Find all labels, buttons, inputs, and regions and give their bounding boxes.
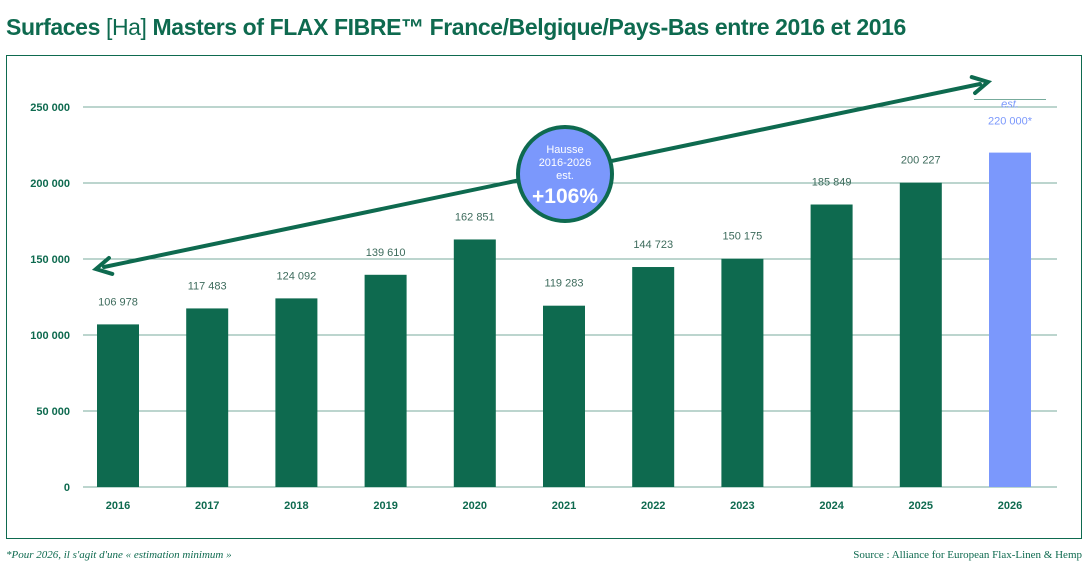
x-tick-label: 2023: [730, 500, 754, 512]
y-tick-label: 150 000: [30, 254, 70, 266]
x-tick-label: 2024: [819, 500, 844, 512]
value-label: 106 978: [98, 296, 138, 308]
title-part-2: Masters of FLAX FIBRE™ France/Belgique/P…: [146, 14, 907, 40]
title-unit: [Ha]: [105, 14, 147, 40]
bar: [989, 152, 1031, 487]
bar: [97, 324, 139, 487]
value-label: 124 092: [277, 270, 317, 282]
footnote: *Pour 2026, il s'agit d'une « estimation…: [6, 549, 232, 561]
bar: [364, 274, 407, 487]
x-tick-label: 2016: [106, 500, 130, 512]
bar: [899, 182, 942, 487]
value-label: 220 000*: [988, 116, 1033, 128]
value-label: 117 483: [188, 280, 227, 292]
x-axis-ticks: 2016 2017 2018 2019 2020 2021 2022 2023 2024 2025…: [106, 500, 1022, 512]
value-label: 150 175: [723, 231, 763, 243]
chart-title: Surfaces [Ha] Masters of FLAX FIBRE™ Fra…: [6, 14, 906, 41]
y-tick-label: 50 000: [36, 406, 70, 418]
y-tick-label: 200 000: [30, 178, 70, 190]
value-label: 139 610: [366, 247, 406, 259]
value-labels: 106 978 117 483 124 092 139 610 162 851 119 2…: [98, 99, 1046, 308]
badge-line-1: Hausse: [546, 144, 583, 156]
y-tick-label: 250 000: [30, 102, 70, 114]
badge-circle: [516, 125, 614, 223]
value-label: 185 849: [812, 177, 852, 189]
x-tick-label: 2025: [909, 500, 933, 512]
y-axis-ticks: 0 50 000 100 000 150 000 200 000 250 000: [30, 102, 70, 494]
x-tick-label: 2018: [284, 500, 308, 512]
bar: [810, 204, 853, 487]
x-tick-label: 2026: [998, 500, 1022, 512]
bar: [275, 298, 318, 487]
value-label: 162 851: [455, 211, 495, 223]
bar: [721, 258, 764, 487]
badge-value: +106%: [532, 185, 598, 208]
bar: [453, 239, 496, 487]
title-part-1: Surfaces: [6, 14, 106, 40]
bars: [97, 152, 1031, 487]
x-tick-label: 2020: [463, 500, 487, 512]
trend-arrow-head-left: [91, 255, 115, 276]
x-tick-label: 2019: [373, 500, 397, 512]
estimate-prefix-label: est.: [1001, 99, 1019, 111]
trend-arrow-head-right: [969, 75, 993, 96]
source-note: Source : Alliance for European Flax-Line…: [853, 549, 1082, 561]
bar: [543, 305, 585, 487]
chart-frame: [6, 55, 1082, 539]
x-tick-label: 2021: [552, 500, 576, 512]
badge-line-2: 2016-2026: [539, 157, 592, 169]
value-label: 200 227: [901, 155, 941, 167]
y-tick-label: 100 000: [30, 330, 70, 342]
badge-line-3: est.: [556, 170, 574, 182]
value-label: 119 283: [545, 278, 584, 290]
bar: [186, 308, 229, 487]
y-tick-label: 0: [64, 482, 70, 494]
x-tick-label: 2022: [641, 500, 665, 512]
bar: [632, 267, 675, 487]
value-label: 144 723: [633, 239, 673, 251]
x-tick-label: 2017: [195, 500, 219, 512]
